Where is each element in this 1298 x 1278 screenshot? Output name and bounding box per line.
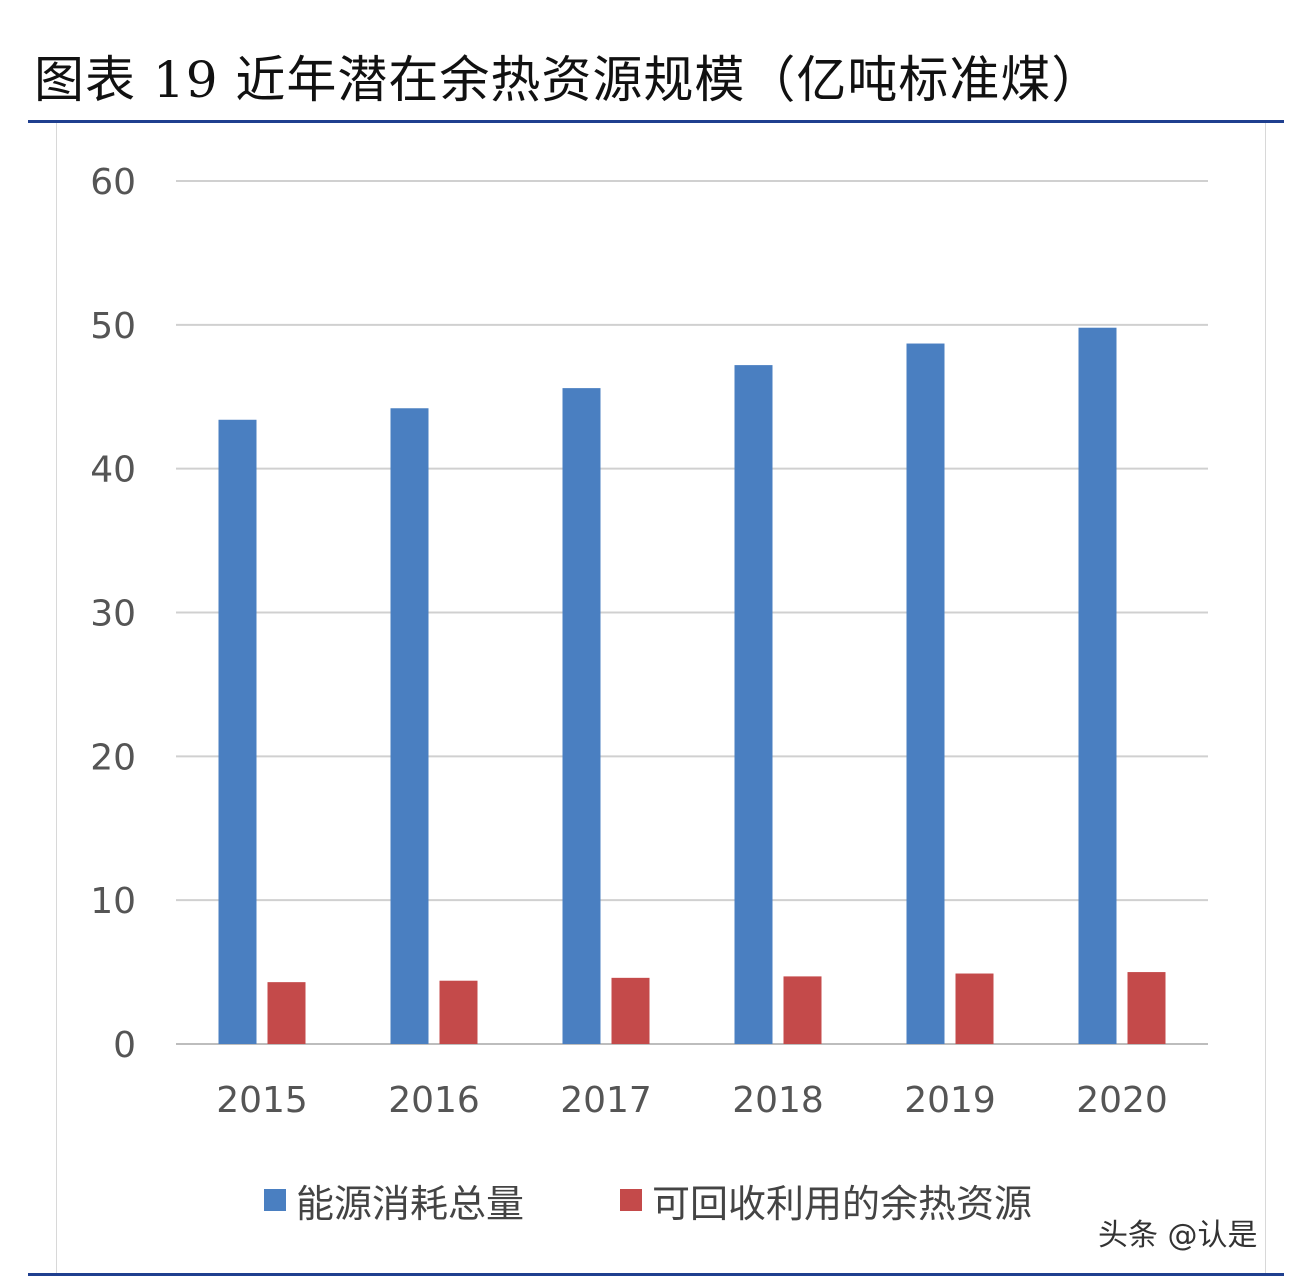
y-tick-label-60: 60 xyxy=(90,162,136,203)
bar-chart: 0 10 20 30 40 50 60 2015 2016 2017 2018 2019 2020 xyxy=(90,162,1208,1121)
legend-swatch-energy xyxy=(264,1189,286,1211)
y-tick-label-30: 30 xyxy=(90,594,136,635)
bar-waste-heat-2019 xyxy=(955,973,994,1044)
bar-energy-2016 xyxy=(390,408,429,1044)
y-tick-label-0: 0 xyxy=(113,1025,136,1066)
bar-energy-2018 xyxy=(734,365,773,1044)
watermark: 头条 @认是 xyxy=(1098,1218,1258,1253)
legend-swatch-waste-heat xyxy=(620,1189,642,1211)
y-tick-label-40: 40 xyxy=(90,450,136,491)
y-tick-label-10: 10 xyxy=(90,881,136,922)
bar-waste-heat-2018 xyxy=(783,976,822,1044)
bar-energy-2017 xyxy=(562,388,601,1044)
bar-waste-heat-2015 xyxy=(267,982,306,1044)
chart-frame xyxy=(56,123,1266,1273)
bar-energy-2020 xyxy=(1078,327,1117,1045)
x-tick-label-2018: 2018 xyxy=(732,1080,824,1121)
x-tick-label-2017: 2017 xyxy=(560,1080,652,1121)
chart-title: 图表 19 近年潜在余热资源规模（亿吨标准煤） xyxy=(34,51,1103,109)
bar-energy-2019 xyxy=(906,343,945,1044)
y-axis-ticks: 0 10 20 30 40 50 60 xyxy=(90,162,136,1066)
bar-waste-heat-2017 xyxy=(611,977,650,1044)
legend-item-waste-heat: 可回收利用的余热资源 xyxy=(620,1172,1032,1228)
x-tick-label-2020: 2020 xyxy=(1076,1080,1168,1121)
bars xyxy=(218,327,1166,1045)
x-tick-label-2015: 2015 xyxy=(216,1080,308,1121)
legend-item-energy: 能源消耗总量 xyxy=(264,1172,524,1228)
x-tick-label-2019: 2019 xyxy=(904,1080,996,1121)
y-tick-label-50: 50 xyxy=(90,306,136,347)
legend-label-waste-heat: 可回收利用的余热资源 xyxy=(652,1181,1033,1226)
top-rule xyxy=(28,120,1284,123)
gridlines xyxy=(176,180,1208,1045)
y-tick-label-20: 20 xyxy=(90,737,136,778)
legend-label-energy: 能源消耗总量 xyxy=(296,1181,525,1226)
x-axis-ticks: 2015 2016 2017 2018 2019 2020 xyxy=(216,1080,1168,1121)
bottom-rule xyxy=(28,1273,1284,1276)
x-tick-label-2016: 2016 xyxy=(388,1080,480,1121)
legend: 能源消耗总量 可回收利用的余热资源 xyxy=(0,1172,1298,1228)
bar-energy-2015 xyxy=(218,419,257,1045)
bar-waste-heat-2020 xyxy=(1127,972,1166,1044)
bar-waste-heat-2016 xyxy=(439,980,478,1044)
